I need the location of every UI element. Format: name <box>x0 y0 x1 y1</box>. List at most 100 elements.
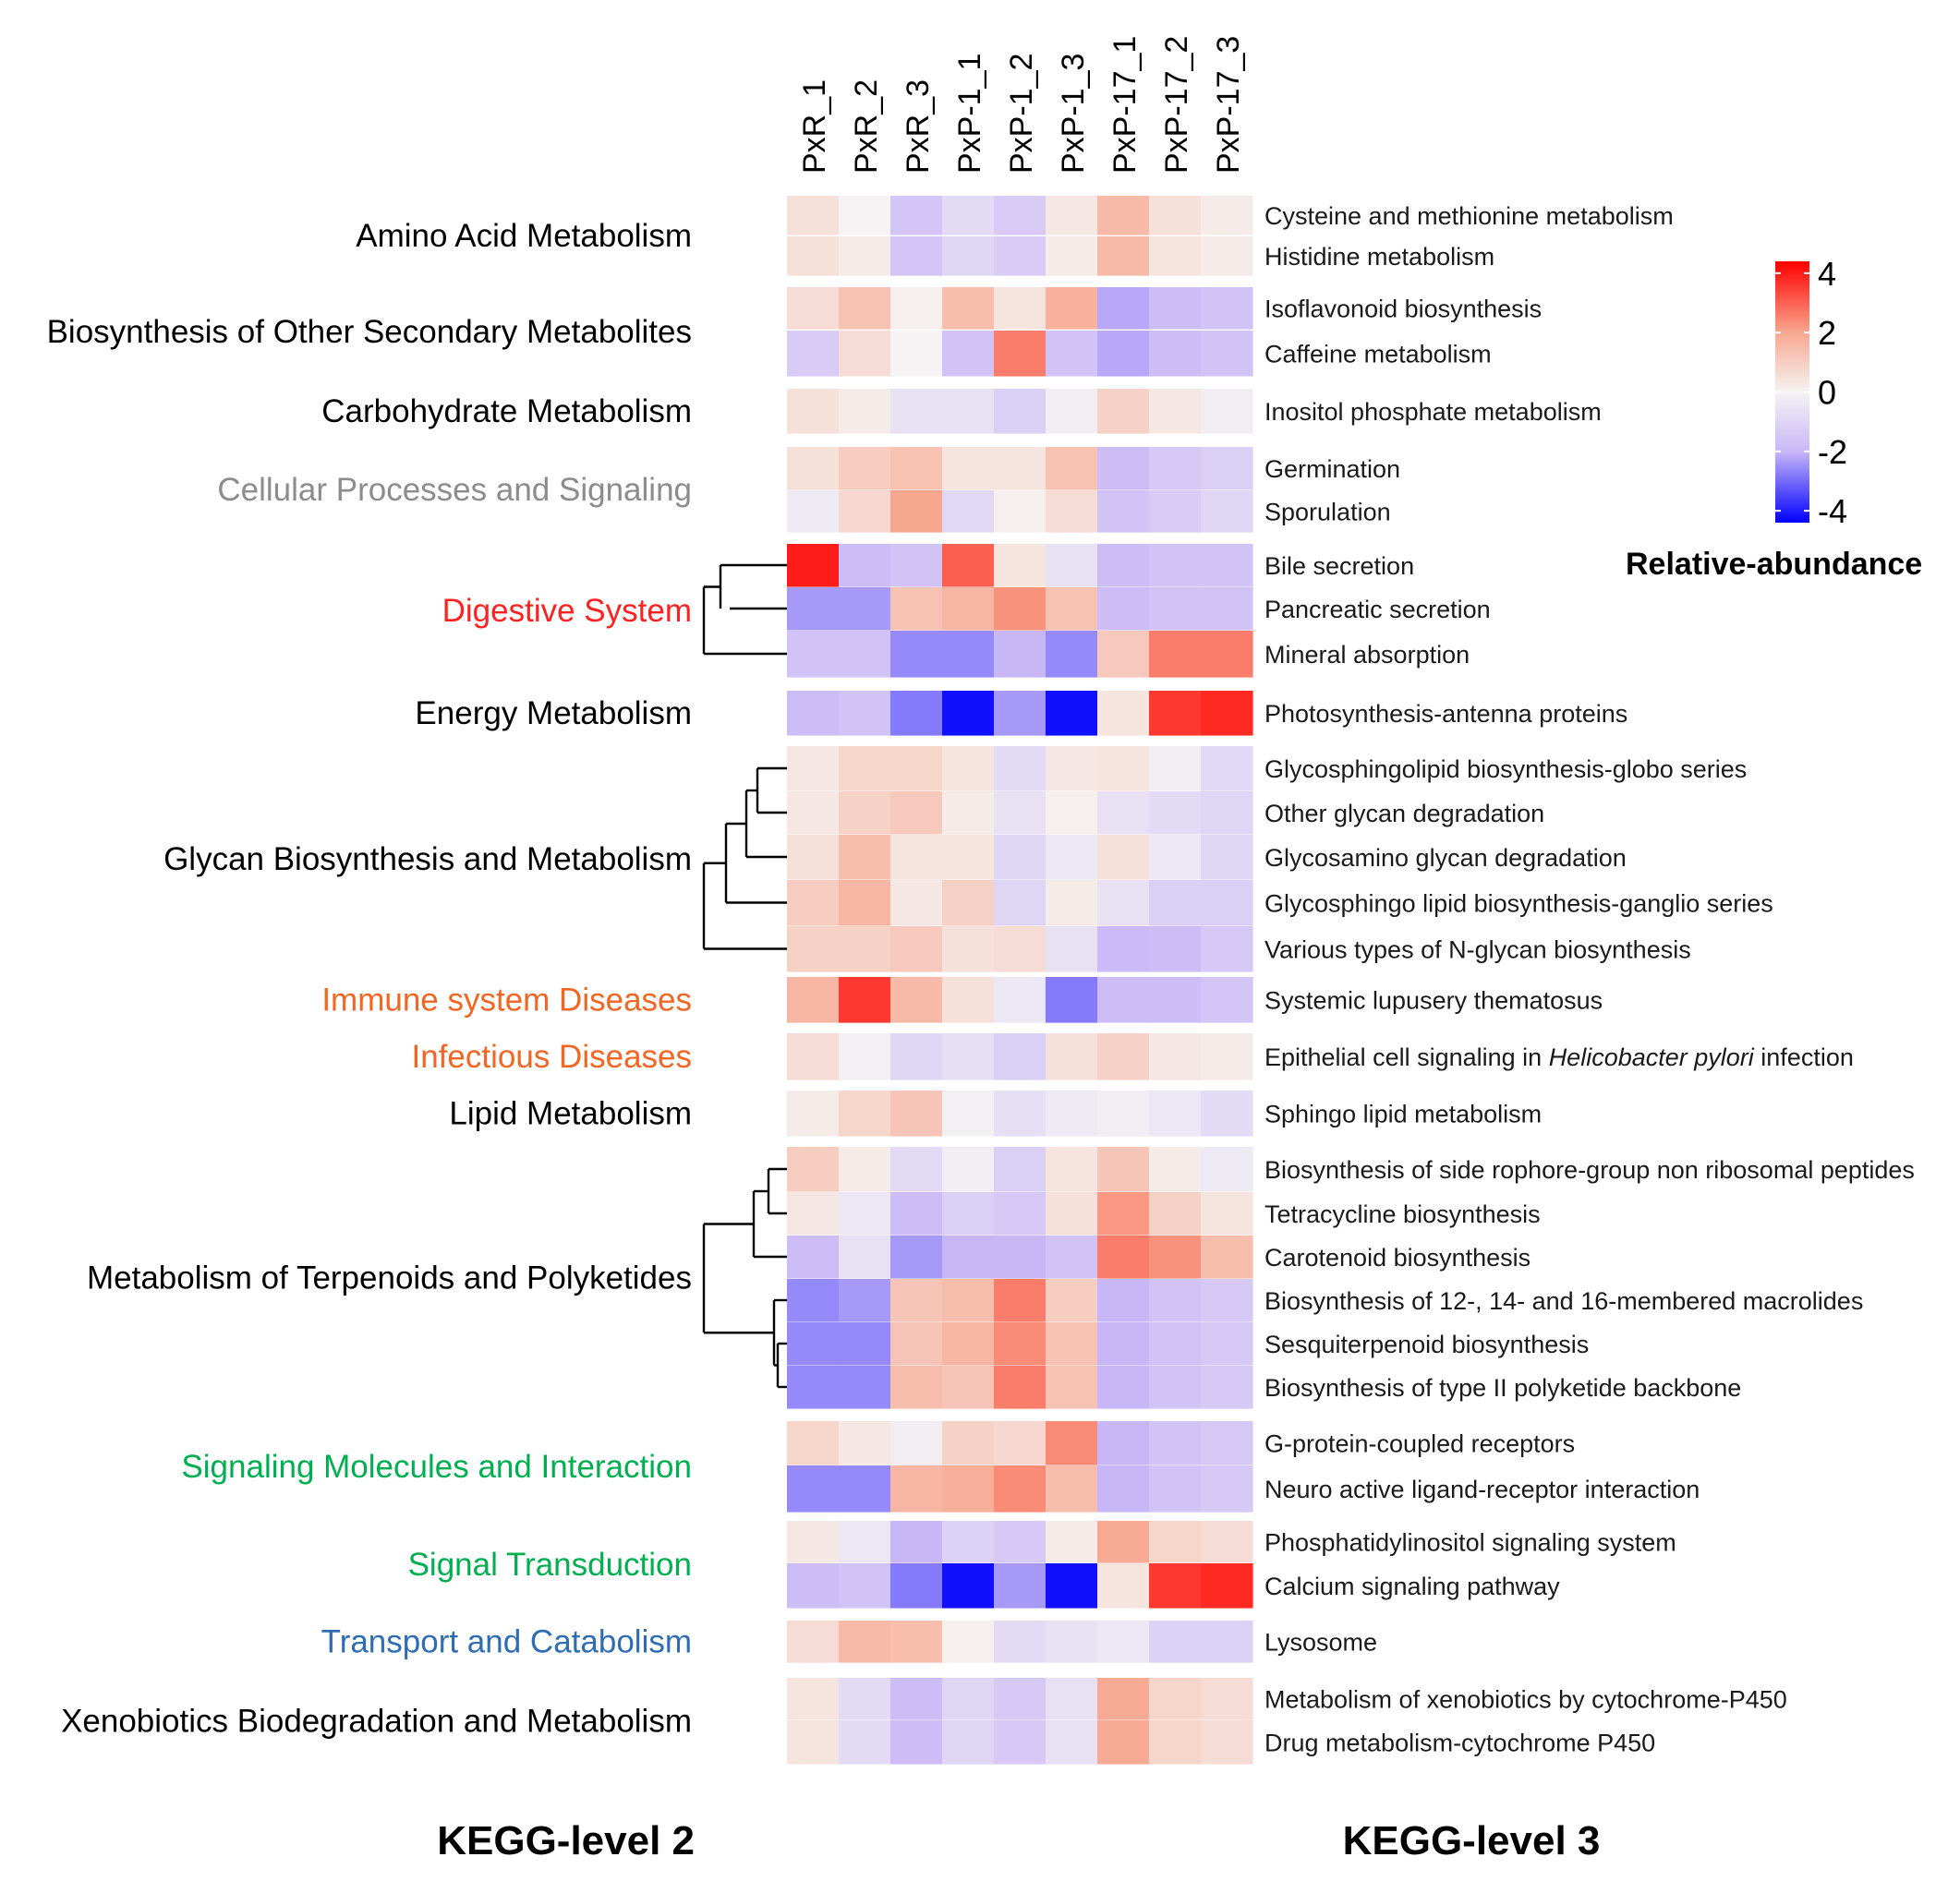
group-label: Cellular Processes and Signaling <box>217 472 692 508</box>
heatmap-cell <box>839 1236 891 1279</box>
heatmap-cell <box>942 1192 995 1236</box>
heatmap-cell <box>839 389 891 434</box>
heatmap-cell <box>1046 1465 1098 1513</box>
heatmap-cell <box>839 1147 891 1192</box>
heatmap-cell <box>1046 287 1098 330</box>
heatmap-cell <box>1046 236 1098 276</box>
heatmap-cell <box>994 1521 1047 1563</box>
heatmap-cell <box>1201 631 1253 678</box>
heatmap-cell <box>839 746 891 791</box>
heatmap-cell <box>839 236 891 276</box>
heatmap-cell <box>942 1465 995 1513</box>
heatmap-cell <box>942 631 995 678</box>
row-label: Phosphatidylinositol signaling system <box>1264 1529 1676 1557</box>
group-label: Biosynthesis of Other Secondary Metaboli… <box>47 314 692 350</box>
heatmap-cell <box>787 977 840 1023</box>
row-label: Germination <box>1264 455 1400 483</box>
heatmap-cell <box>1149 1465 1202 1513</box>
heatmap-cell <box>1201 1322 1253 1366</box>
heatmap-cell <box>890 1720 943 1765</box>
heatmap-cell <box>1149 1192 1202 1236</box>
heatmap-cell <box>994 1279 1047 1322</box>
heatmap-cell <box>787 490 840 533</box>
heatmap-cell <box>1097 1192 1150 1236</box>
heatmap-cell <box>1097 1236 1150 1279</box>
heatmap-cell <box>1097 1465 1150 1513</box>
heatmap-cell <box>1201 880 1253 926</box>
heatmap-cell <box>839 1033 891 1080</box>
footer-kegg-level3: KEGG-level 3 <box>1343 1818 1601 1863</box>
heatmap-cell <box>1097 1678 1150 1720</box>
heatmap-cell <box>1149 544 1202 587</box>
heatmap-cell <box>994 1192 1047 1236</box>
heatmap-cell <box>839 1421 891 1465</box>
heatmap-cell <box>1149 835 1202 880</box>
heatmap-cell <box>787 1147 840 1192</box>
group-label: Digestive System <box>442 593 692 629</box>
heatmap-cell <box>787 1091 840 1137</box>
heatmap-cell <box>942 691 995 736</box>
heatmap-cell <box>890 490 943 533</box>
heatmap-cell <box>890 791 943 835</box>
heatmap-cell <box>1201 1720 1253 1765</box>
heatmap-cell <box>1097 791 1150 835</box>
heatmap-cell <box>890 835 943 880</box>
heatmap-cell <box>890 1621 943 1663</box>
heatmap-cell <box>787 1279 840 1322</box>
heatmap-cell <box>994 587 1047 631</box>
heatmap-cell <box>1046 1521 1098 1563</box>
heatmap-cell <box>1097 287 1150 330</box>
heatmap-cell <box>1201 1236 1253 1279</box>
heatmap-cell <box>1046 389 1098 434</box>
heatmap-cell <box>942 1421 995 1465</box>
heatmap-cell <box>1149 331 1202 377</box>
heatmap-cell <box>787 389 840 434</box>
heatmap-cell <box>787 1521 840 1563</box>
heatmap-cell <box>787 691 840 736</box>
heatmap-cell <box>1201 1521 1253 1563</box>
heatmap-cell <box>839 1621 891 1663</box>
heatmap-cell <box>787 236 840 276</box>
heatmap-cell <box>942 977 995 1023</box>
heatmap-cell <box>1097 490 1150 533</box>
heatmap-cell <box>994 977 1047 1023</box>
legend-tick-label: 0 <box>1818 374 1836 412</box>
row-label: Lysosome <box>1264 1629 1377 1657</box>
heatmap-cell <box>1201 331 1253 377</box>
heatmap-cell <box>994 287 1047 330</box>
heatmap-cell <box>839 1465 891 1513</box>
legend-title: Relative-abundance <box>1626 547 1922 582</box>
heatmap-cell <box>1201 1033 1253 1080</box>
heatmap-cell <box>787 287 840 330</box>
heatmap-cell <box>1149 196 1202 235</box>
heatmap-cell <box>1046 1147 1098 1192</box>
heatmap-cell <box>1201 447 1253 490</box>
heatmap-cell <box>1149 1621 1202 1663</box>
heatmap-cell <box>787 880 840 926</box>
heatmap-cell <box>787 1236 840 1279</box>
heatmap-cell <box>1201 544 1253 587</box>
heatmap-cell <box>890 1465 943 1513</box>
column-labels: PxR_1 PxR_2 PxR_3 PxP-1_1 PxP-1_2 PxP-1_3 PxP-… <box>797 36 1246 174</box>
row-label: Various types of N-glycan biosynthesis <box>1264 936 1691 964</box>
heatmap-cell <box>1149 1322 1202 1366</box>
heatmap-cell <box>839 447 891 490</box>
heatmap-cell <box>1097 196 1150 235</box>
group-label: Signaling Molecules and Interaction <box>181 1449 692 1485</box>
heatmap-cell <box>839 587 891 631</box>
group-label: Transport and Catabolism <box>321 1624 692 1660</box>
heatmap-cell <box>1149 1720 1202 1765</box>
heatmap-cell <box>1046 1033 1098 1080</box>
heatmap-cell <box>787 1621 840 1663</box>
heatmap-cell <box>942 1563 995 1609</box>
heatmap-cell <box>1046 746 1098 791</box>
heatmap-cell <box>890 1563 943 1609</box>
row-label: Glycosphingo lipid biosynthesis-ganglio … <box>1264 890 1773 918</box>
heatmap-cell <box>994 1322 1047 1366</box>
heatmap-cell <box>1201 1678 1253 1720</box>
column-label: PxP-1_1 <box>952 54 987 174</box>
heatmap-cell <box>1046 791 1098 835</box>
heatmap-cell <box>1149 447 1202 490</box>
heatmap-cell <box>787 631 840 678</box>
heatmap-cell <box>890 746 943 791</box>
